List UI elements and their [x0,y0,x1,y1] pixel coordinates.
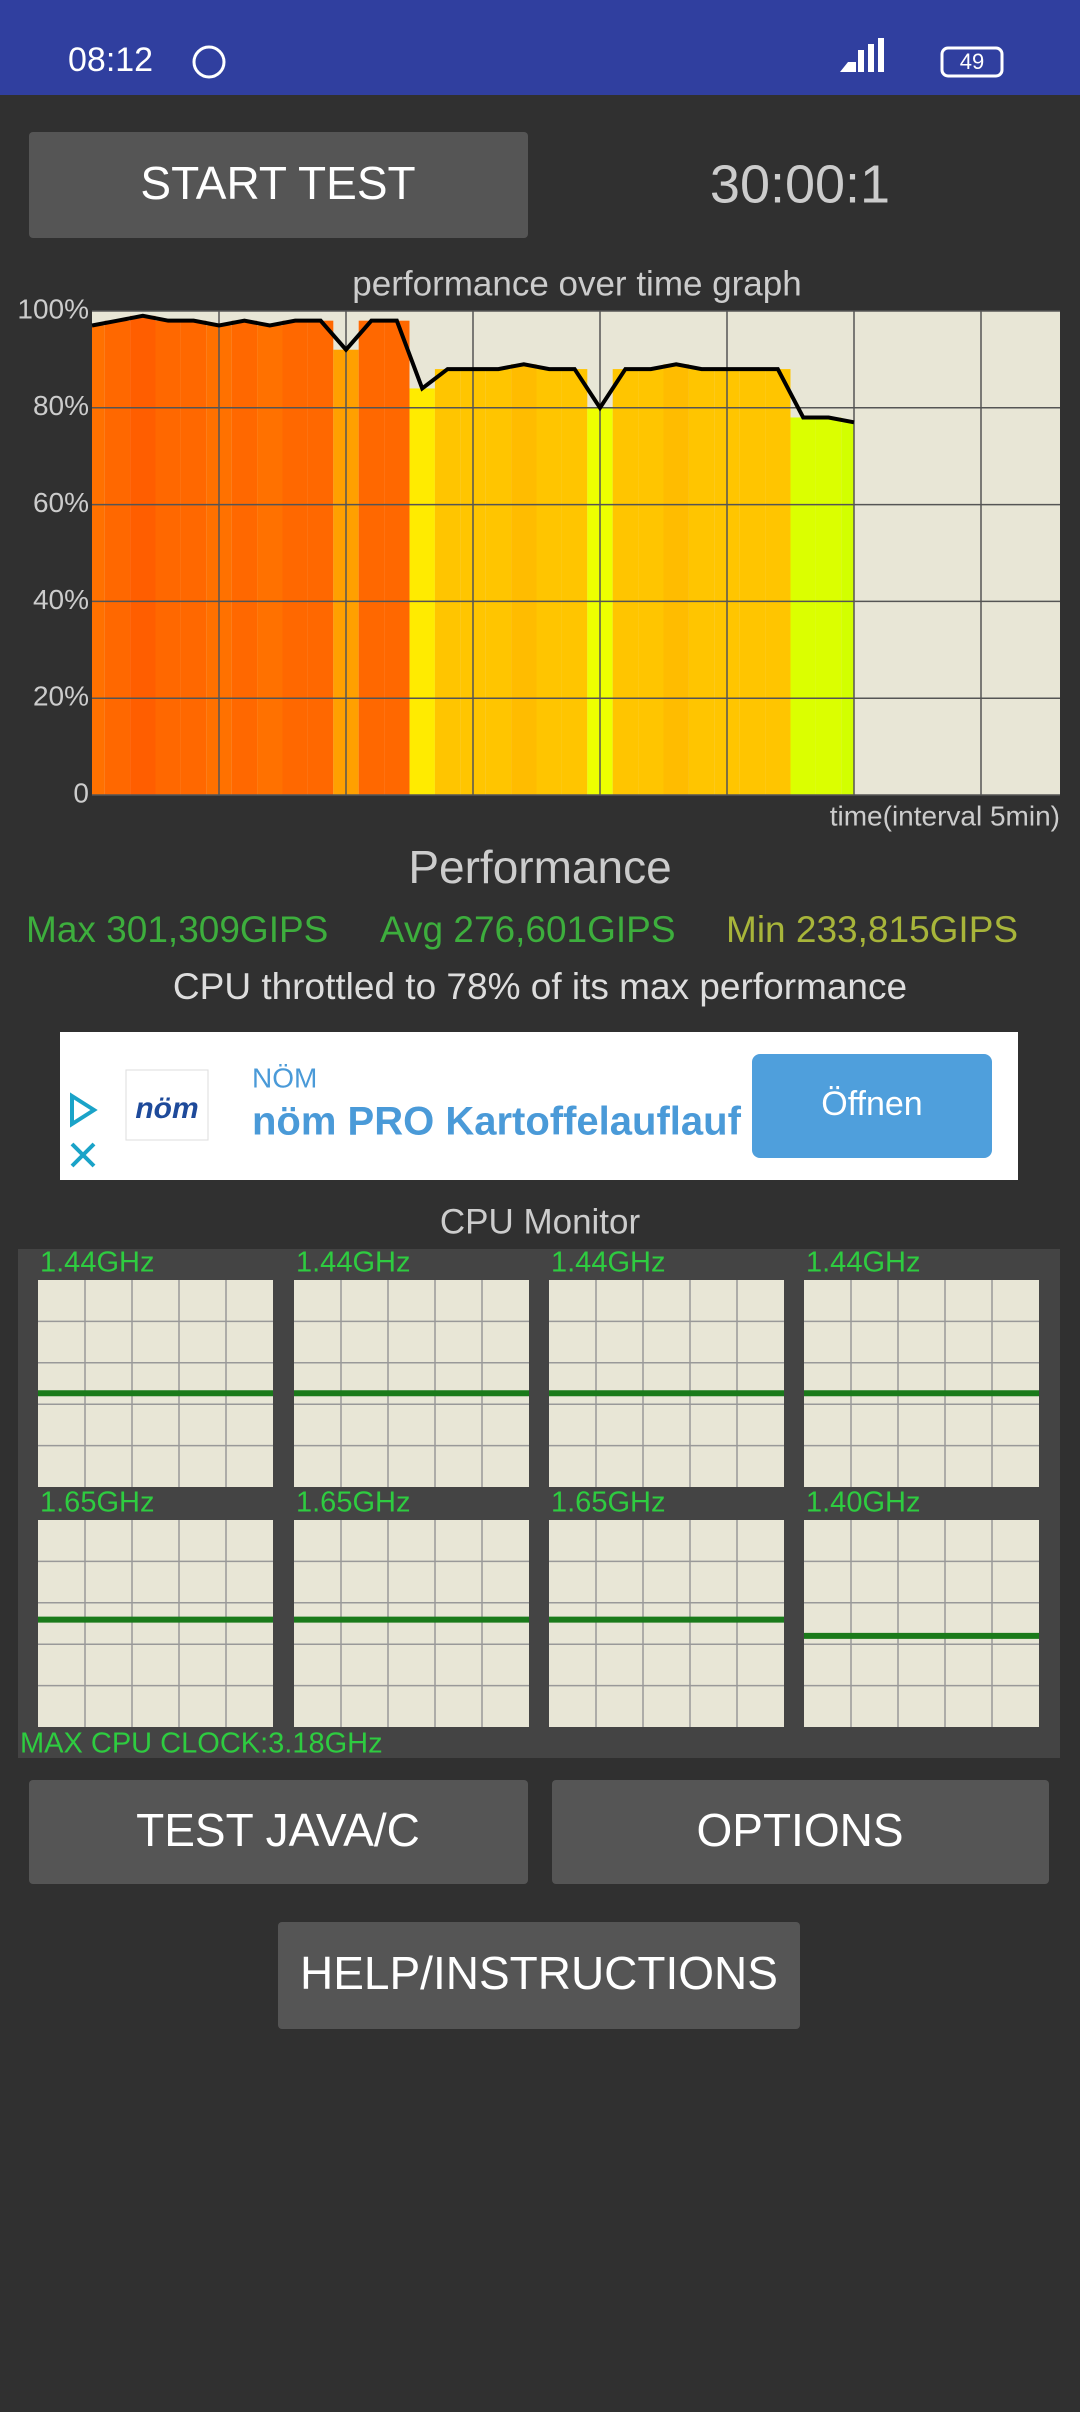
timer: 30:00:1 [710,154,890,214]
performance-fill [409,388,435,795]
cpu-freq-label: 1.44GHz [296,1247,410,1279]
y-tick-label: 40% [33,584,89,615]
performance-fill [358,320,385,795]
performance-fill [739,369,766,795]
performance-fill [257,325,283,795]
performance-fill [307,320,334,795]
performance-fill [790,417,816,795]
signal-icon [840,38,884,72]
performance-fill [384,320,410,795]
ad-choices-icon [70,1092,98,1128]
y-tick-label: 60% [33,487,89,518]
button-label: START TEST [140,157,415,209]
avg-stat: Avg 276,601GIPS [380,909,676,950]
cpu-freq-label: 1.65GHz [296,1487,410,1519]
y-tick-label: 80% [33,390,89,421]
cpu-freq-label: 1.40GHz [806,1487,920,1519]
performance-fill [180,320,207,795]
performance-fill [511,364,537,795]
cpu-freq-label: 1.44GHz [806,1247,920,1279]
ad-button-label: Öffnen [821,1085,922,1123]
cpu-freq-label: 1.44GHz [551,1247,665,1279]
performance-fill [815,417,842,795]
y-tick-label: 20% [33,681,89,712]
ad-brand: NÖM [252,1062,317,1093]
ad-headline: nöm PRO Kartoffelauflauf [252,1100,742,1144]
min-stat: Min 233,815GIPS [726,909,1018,950]
cpu-freq-label: 1.65GHz [551,1487,665,1519]
start-test-button[interactable] [29,132,528,238]
y-tick-label: 100% [17,293,89,324]
throttle-text: CPU throttled to 78% of its max performa… [173,966,907,1007]
max-clock: MAX CPU CLOCK:3.18GHz [20,1728,383,1760]
performance-fill [485,369,512,795]
performance-fill [638,369,664,795]
chart-title: performance over time graph [352,264,801,303]
button-label: HELP/INSTRUCTIONS [300,1947,778,1999]
performance-title: Performance [408,841,671,893]
ad-logo [125,1069,209,1141]
status-time: 08:12 [68,41,153,79]
ad-open-button[interactable] [752,1054,992,1158]
performance-fill [130,315,156,795]
ad-logo-text: nöm [135,1092,198,1125]
button-label: TEST JAVA/C [136,1804,420,1856]
performance-fill [663,364,689,795]
performance-fill [92,325,105,795]
cpu-cell [294,1520,529,1727]
plot: 0 20% 40% 60% 80% 100% [17,293,1060,808]
whatsapp-icon [192,45,226,79]
performance-fill [434,369,461,795]
performance-fill [155,320,181,795]
performance-fill [231,320,258,795]
ad-close-icon[interactable] [70,1142,96,1168]
battery-level: 49 [960,49,984,74]
options-button[interactable] [552,1780,1049,1884]
y-tick-label: 0 [73,777,89,808]
performance-fill [282,320,308,795]
cpu-freq-label: 1.44GHz [40,1247,154,1279]
performance-fill [561,369,588,795]
battery-icon [940,46,1004,78]
cpu-cell [294,1280,529,1487]
cpu-cell [38,1280,273,1487]
cpu-cell [38,1520,273,1727]
performance-fill [765,369,791,795]
button-label: OPTIONS [696,1804,903,1856]
performance-fill [841,422,854,795]
test-java-button[interactable] [29,1780,528,1884]
cpu-freq-label: 1.65GHz [40,1487,154,1519]
performance-fill [688,369,715,795]
cpu-monitor-title: CPU Monitor [440,1202,641,1241]
x-axis-label: time(interval 5min) [830,800,1060,831]
help-button[interactable] [278,1922,800,2029]
performance-fill [612,369,639,795]
cpu-cell [804,1280,1039,1487]
cpu-cell [549,1520,784,1727]
max-stat: Max 301,309GIPS [26,909,328,950]
performance-fill [104,320,131,795]
cpu-cell [549,1280,784,1487]
cpu-cell [804,1520,1039,1727]
performance-fill [536,369,562,795]
cpu-cells: 1.44GHz 1.44GHz 1.44GHz 1.44GHz 1.65GHz 1.65G… [38,1247,1039,1727]
status-bar [0,0,1080,95]
performance-line [91,313,855,425]
